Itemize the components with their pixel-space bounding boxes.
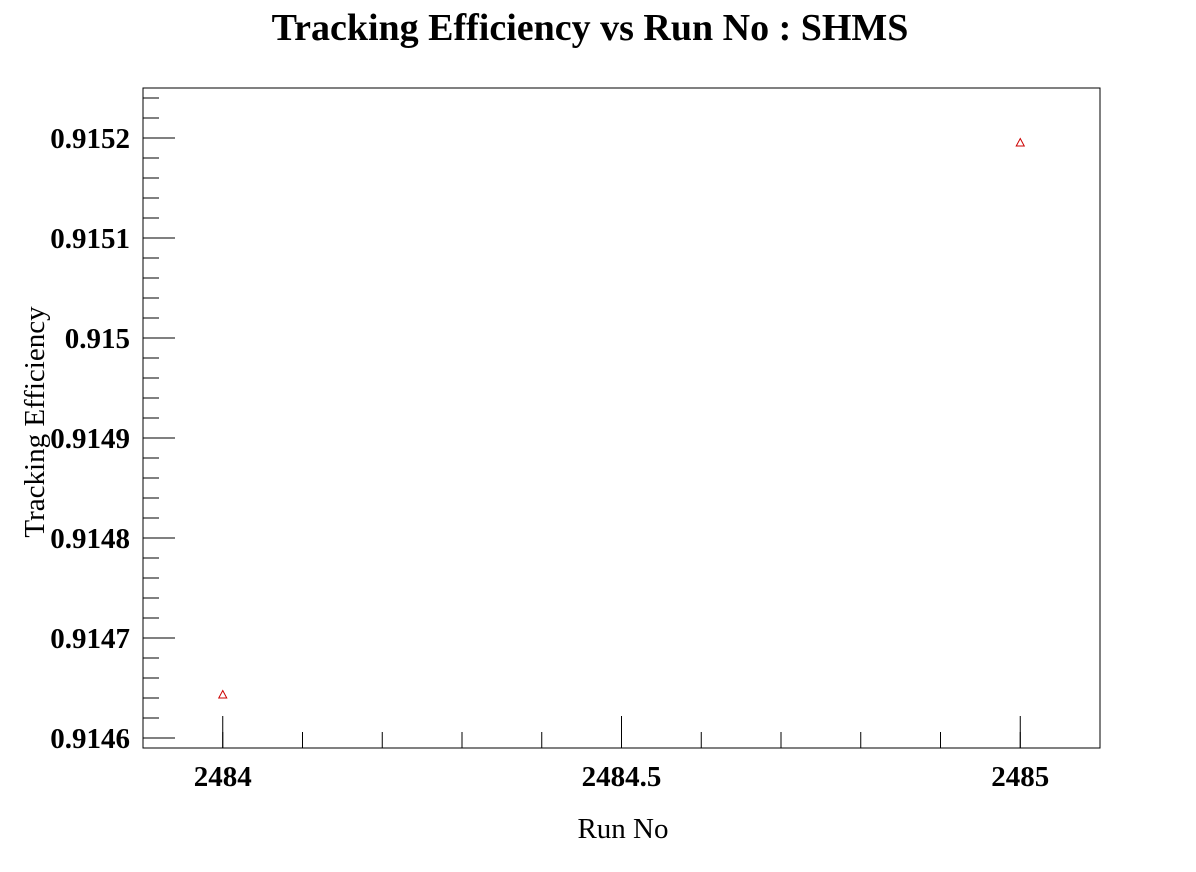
y-tick-label: 0.9151 [50,223,130,255]
x-tick-label: 2484.5 [582,761,662,793]
x-axis-label: Run No [577,813,668,845]
y-tick-label: 0.9149 [50,423,130,455]
data-point [1015,137,1026,147]
data-points [217,137,1026,699]
y-tick-label: 0.9146 [50,723,130,755]
x-tick-label: 2484 [194,761,252,793]
y-tick-label: 0.9147 [50,623,130,655]
y-tick-label: 0.915 [65,323,130,355]
y-axis-label: Tracking Efficiency [19,306,51,538]
x-tick-label: 2485 [991,761,1049,793]
data-point [217,689,228,699]
x-axis-tick-labels: 2484 2484.5 2485 [194,761,1050,793]
y-tick-label: 0.9148 [50,523,130,555]
y-axis-ticks [143,97,175,739]
y-tick-label: 0.9152 [50,123,130,155]
y-axis-tick-labels: 0.9146 0.9147 0.9148 0.9149 0.915 0.9151 0.915… [50,123,130,755]
chart-title: Tracking Efficiency vs Run No : SHMS [272,7,909,49]
x-axis-ticks [142,716,1101,748]
plot-frame [142,87,1101,749]
